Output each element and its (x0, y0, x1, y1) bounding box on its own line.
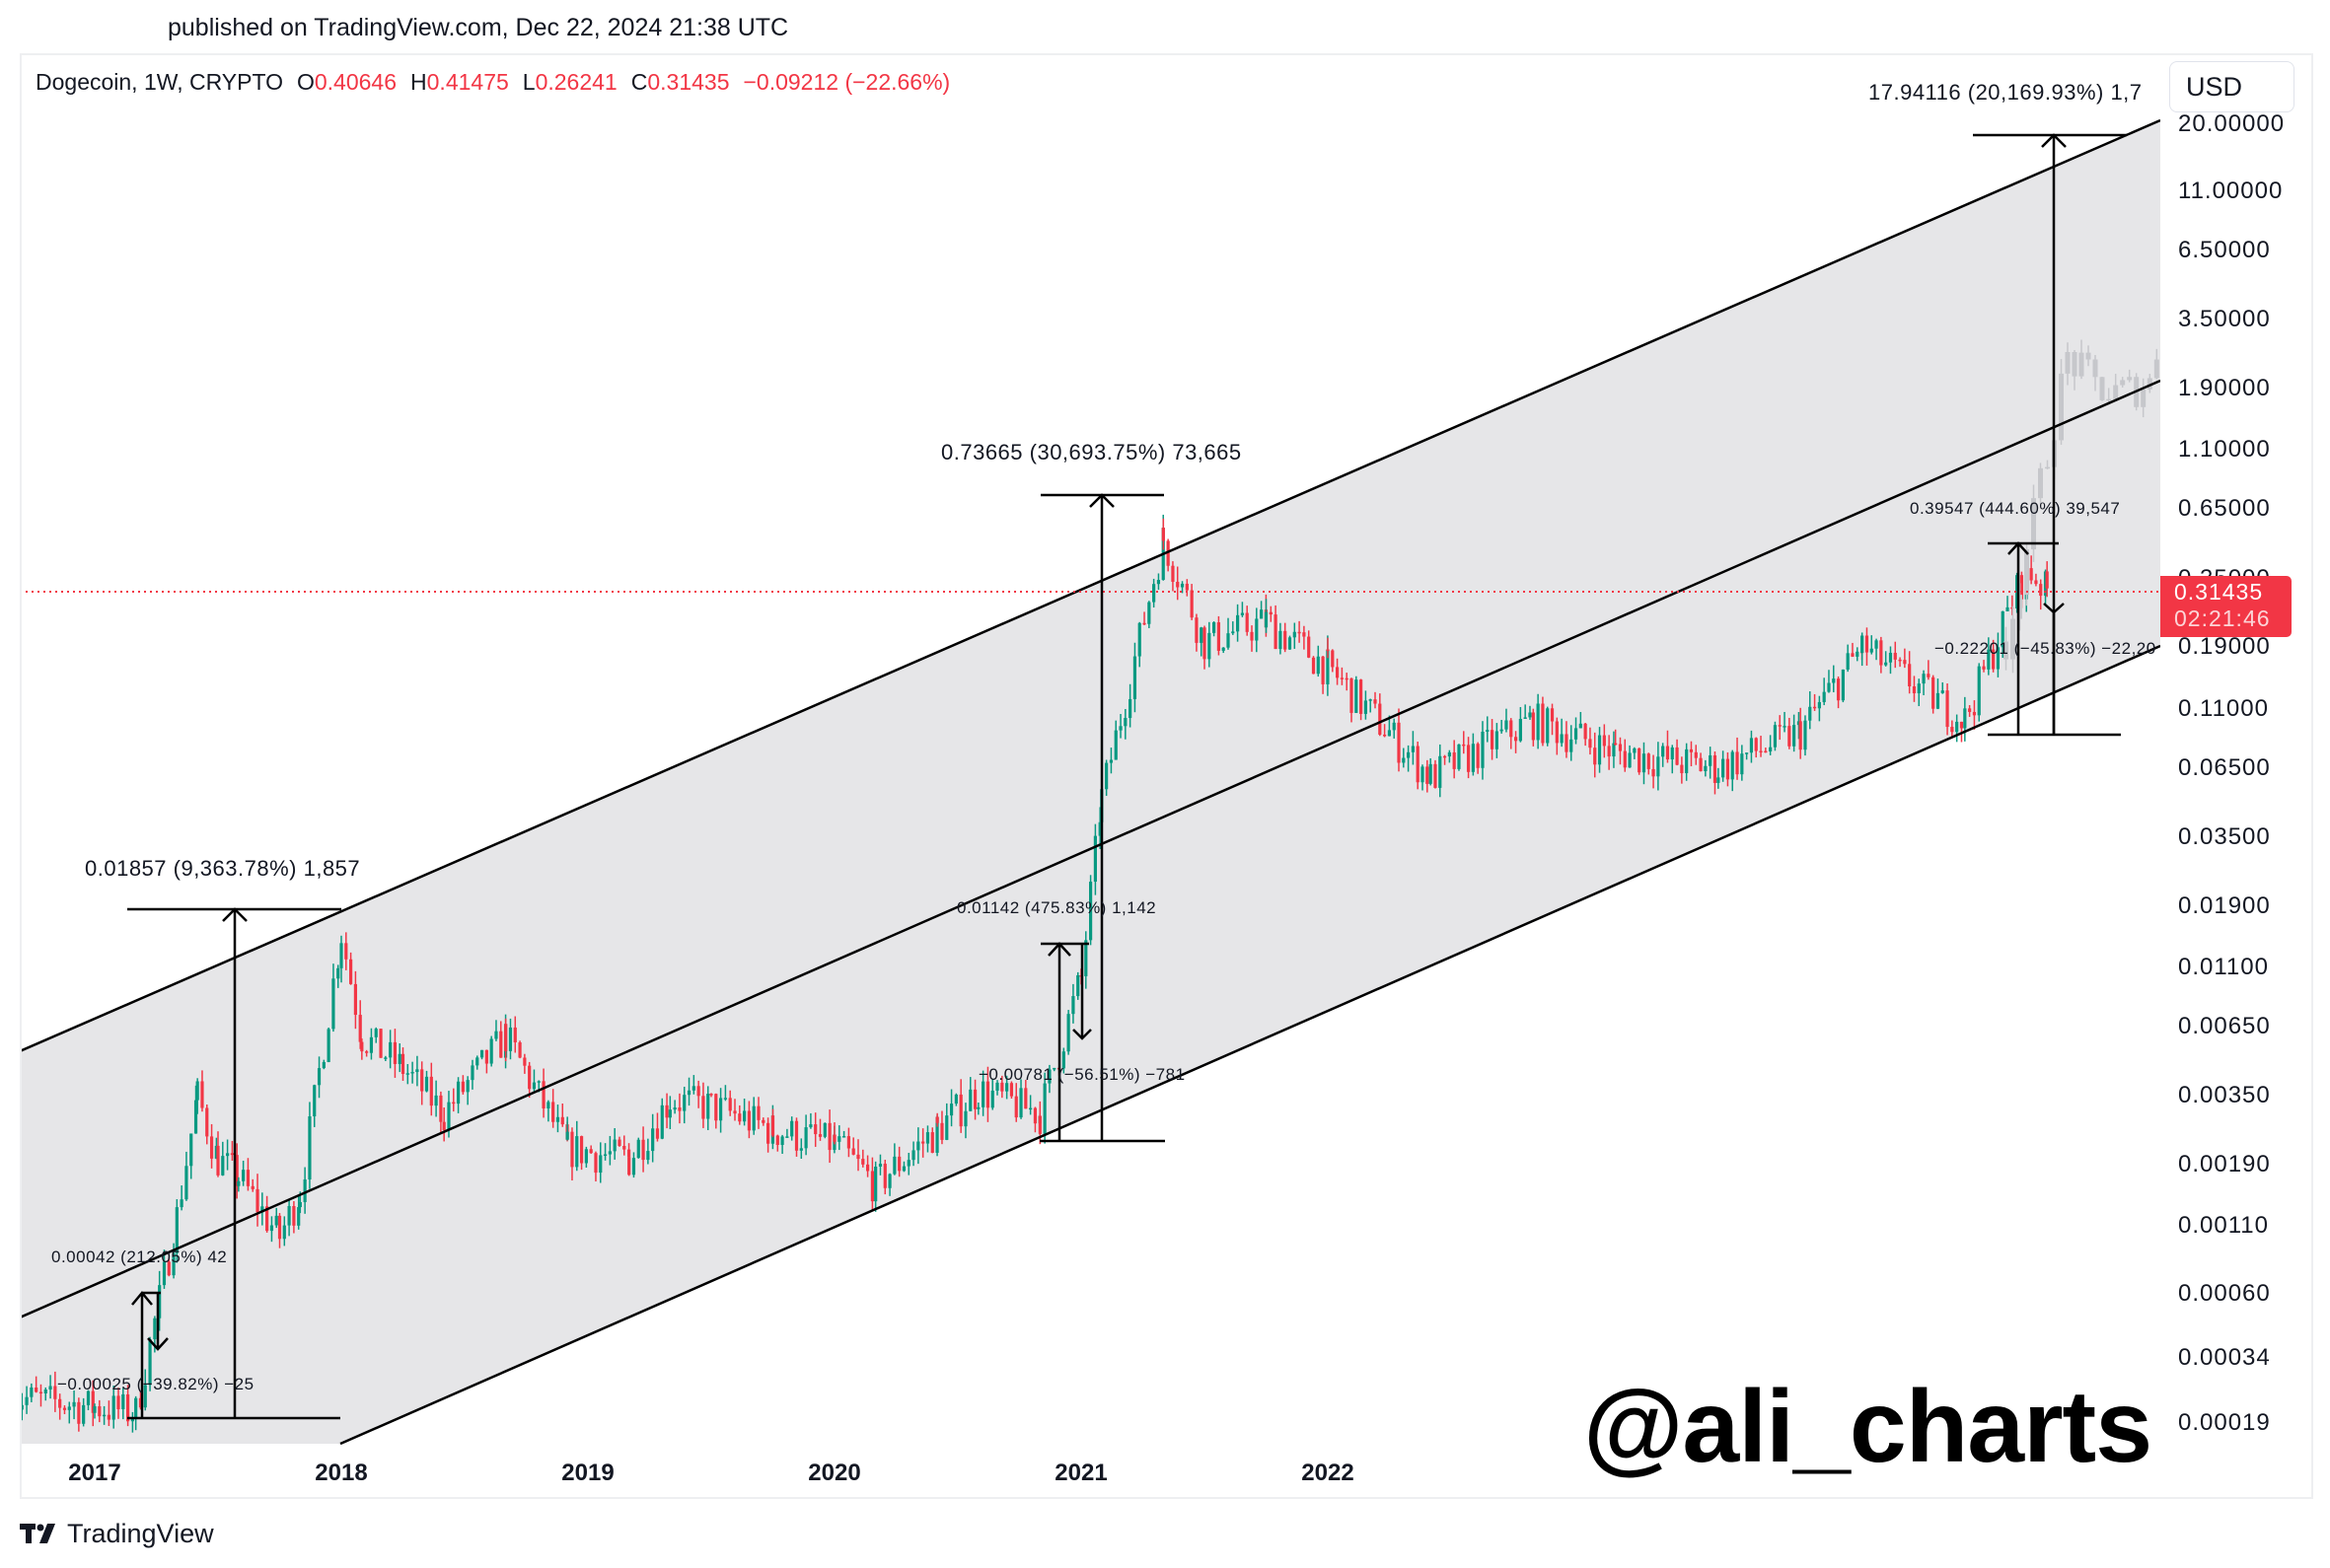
bar-countdown: 02:21:46 (2174, 606, 2271, 631)
time-tick: 2022 (1301, 1460, 1354, 1486)
current-price-value: 0.31435 (2174, 579, 2264, 605)
price-tick: 0.03500 (2178, 823, 2271, 851)
measure-2018 (127, 907, 341, 1418)
price-tick: 0.11000 (2178, 694, 2269, 722)
projection-series (2003, 339, 2159, 674)
current-price-badge: 0.31435 02:21:46 (2160, 576, 2292, 637)
tradingview-logo[interactable]: TradingView (20, 1519, 214, 1549)
channel-upper-line (22, 118, 2160, 1052)
price-tick: 0.00190 (2178, 1150, 2271, 1177)
price-tick: 6.50000 (2178, 236, 2271, 263)
published-caption: published on TradingView.com, Dec 22, 20… (168, 14, 789, 41)
candlestick-series (22, 514, 2049, 1433)
price-tick: 0.00034 (2178, 1343, 2271, 1371)
price-tick: 0.00060 (2178, 1280, 2271, 1308)
price-tick: 20.00000 (2178, 109, 2286, 137)
open-value: 0.40646 (314, 69, 398, 95)
price-tick: 0.00650 (2178, 1012, 2271, 1039)
symbol-name: Dogecoin, 1W, CRYPTO (36, 69, 283, 95)
measure-2021 (1041, 493, 1164, 508)
time-tick: 2019 (561, 1460, 615, 1486)
annotation-label: −0.00781 (−56.51%) −781 (979, 1065, 1186, 1084)
tradingview-brand: TradingView (67, 1519, 214, 1548)
high-value: 0.41475 (426, 69, 509, 95)
open-label: O (296, 69, 315, 95)
change-value: −0.09212 (−22.66%) (743, 69, 951, 95)
price-tick: 0.65000 (2178, 495, 2271, 523)
time-tick: 2018 (315, 1460, 368, 1486)
price-tick: 0.00350 (2178, 1082, 2271, 1109)
annotation-label: 0.01857 (9,363.78%) 1,857 (85, 856, 361, 881)
currency-button[interactable]: USD (2169, 61, 2294, 112)
tradingview-logo-icon (20, 1523, 55, 1543)
price-tick: 0.19000 (2178, 633, 2271, 661)
time-tick: 2017 (68, 1460, 121, 1486)
price-tick: 3.50000 (2178, 306, 2271, 333)
channel-lower-line (339, 644, 2160, 1446)
annotation-label: −0.22201 (−45.83%) −22,20 (1934, 639, 2156, 658)
price-tick: 1.90000 (2178, 375, 2271, 402)
channel-fill (22, 120, 2160, 1444)
annotation-label: 0.73665 (30,693.75%) 73,665 (941, 440, 1242, 464)
measure-2020 (1040, 495, 1165, 1143)
annotation-label: 17.94116 (20,169.93%) 1,7 (1868, 80, 2143, 105)
high-label: H (410, 69, 427, 95)
price-tick: 1.10000 (2178, 436, 2271, 463)
annotation-label: −0.00025 (−39.82%) −25 (57, 1375, 255, 1393)
annotation-label: 0.01142 (475.83%) 1,142 (957, 898, 1157, 917)
price-tick: 11.00000 (2178, 178, 2284, 205)
price-tick: 0.00110 (2178, 1212, 2269, 1240)
price-tick: 0.01100 (2178, 953, 2269, 980)
price-tick: 0.00019 (2178, 1409, 2271, 1437)
time-tick: 2021 (1055, 1460, 1108, 1486)
measure-2024 (1973, 133, 2127, 737)
low-value: 0.26241 (535, 69, 618, 95)
annotation-label: 0.39547 (444.60%) 39,547 (1910, 499, 2121, 518)
author-watermark: @ali_charts (1583, 1370, 2152, 1484)
low-label: L (522, 69, 536, 95)
price-tick: 0.01900 (2178, 891, 2271, 919)
time-tick: 2020 (808, 1460, 861, 1486)
price-tick: 0.06500 (2178, 753, 2271, 781)
close-value: 0.31435 (647, 69, 730, 95)
symbol-legend: Dogecoin, 1W, CRYPTO O0.40646 H0.41475 L0.2… (36, 69, 950, 96)
annotation-label: 0.00042 (212.05%) 42 (51, 1247, 228, 1266)
close-label: C (630, 69, 648, 95)
channel-middle-line (22, 379, 2160, 1319)
